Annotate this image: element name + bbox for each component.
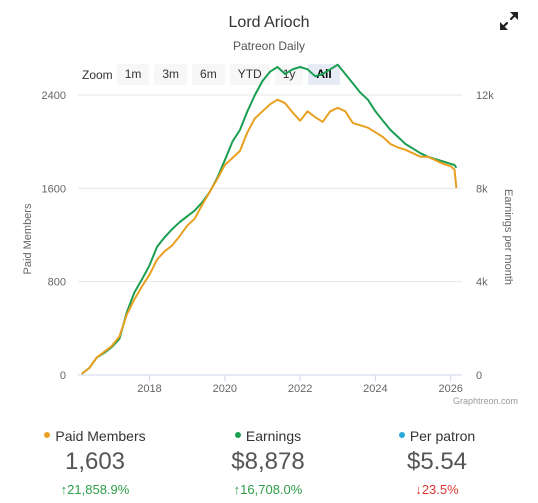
earnings-dot-icon xyxy=(234,432,241,439)
y-left-tick-label: 0 xyxy=(60,370,66,382)
axis-labels: 0 0 800 4k 1600 8k 2400 12k 2018 2020 2022 2024 2026 xyxy=(42,90,495,395)
zoom-label: Zoom xyxy=(82,67,113,82)
x-tick-label: 2018 xyxy=(137,383,161,395)
x-tick-label: 2022 xyxy=(288,383,312,395)
zoom-toolbar: Zoom 1m 3m 6m YTD 1y All xyxy=(82,64,345,85)
per-patron-dot-icon xyxy=(398,432,405,439)
grid-lines xyxy=(78,94,462,381)
y-right-tick-label: 8k xyxy=(476,183,488,195)
x-tick-label: 2024 xyxy=(363,383,387,395)
expand-icon[interactable] xyxy=(498,10,520,32)
stat-per-patron-label[interactable]: Per patron xyxy=(372,428,502,444)
stat-paid-members: Paid Members 1,603 ↑21,858.9% xyxy=(30,428,160,497)
zoom-6m-button[interactable]: 6m xyxy=(192,64,225,85)
stat-earnings-change: ↑16,708.0% xyxy=(233,482,303,497)
y-left-tick-label: 1600 xyxy=(42,183,66,195)
stat-per-patron: Per patron $5.54 ↓23.5% xyxy=(372,428,502,497)
y-right-tick-label: 4k xyxy=(476,277,488,289)
y-right-tick-label: 12k xyxy=(476,90,494,102)
x-tick-label: 2020 xyxy=(213,383,237,395)
series-layer xyxy=(81,63,458,375)
series-line-paid-members[interactable] xyxy=(81,98,458,375)
x-tick-label: 2026 xyxy=(438,383,462,395)
stat-paid-members-label[interactable]: Paid Members xyxy=(30,428,160,444)
y-left-tick-label: 2400 xyxy=(42,90,66,102)
y-left-axis-title: Paid Members xyxy=(22,203,34,274)
series-line-earnings[interactable] xyxy=(81,63,458,375)
chart-subtitle: Patreon Daily xyxy=(232,39,306,53)
chart-title: Lord Arioch xyxy=(228,14,310,31)
zoom-3m-button[interactable]: 3m xyxy=(154,64,188,85)
credit-label[interactable]: Graphtreon.com xyxy=(453,396,518,406)
arrow-up-icon: ↑ xyxy=(233,482,241,497)
y-left-tick-label: 800 xyxy=(48,277,66,289)
y-right-tick-label: 0 xyxy=(476,370,482,382)
line-chart: 0 0 800 4k 1600 8k 2400 12k 2018 2020 2022 2024 2026… xyxy=(22,63,518,406)
zoom-1m-button[interactable]: 1m xyxy=(116,64,150,85)
members-dot-icon xyxy=(44,432,51,439)
arrow-up-icon: ↑ xyxy=(60,482,68,497)
stat-per-patron-value: $5.54 xyxy=(406,448,468,475)
stat-paid-members-value: 1,603 xyxy=(64,448,126,475)
stat-per-patron-change: ↓23.5% xyxy=(415,482,459,497)
stat-earnings-value: $8,878 xyxy=(231,448,305,475)
stat-earnings: Earnings $8,878 ↑16,708.0% xyxy=(203,428,333,497)
y-right-axis-title: Earnings per month xyxy=(502,189,514,285)
stat-earnings-label[interactable]: Earnings xyxy=(203,428,333,444)
arrow-down-icon: ↓ xyxy=(415,482,422,497)
stat-paid-members-change: ↑21,858.9% xyxy=(60,482,130,497)
zoom-ytd-button[interactable]: YTD xyxy=(229,64,270,85)
